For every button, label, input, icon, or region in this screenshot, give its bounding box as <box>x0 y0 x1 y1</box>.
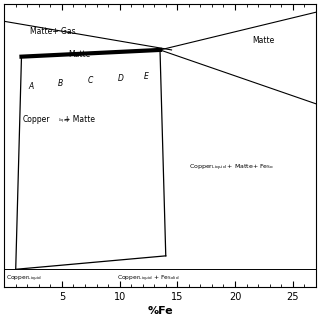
Text: B: B <box>58 79 63 88</box>
Text: Copper$_{\mathregular{Liquid}}$ + Matte+ Fe$_{\mathregular{So}}$: Copper$_{\mathregular{Liquid}}$ + Matte+… <box>189 163 274 173</box>
Text: Matte: Matte <box>68 50 90 59</box>
Text: Matte+ Gas: Matte+ Gas <box>29 27 75 36</box>
Text: Copper$_{\mathregular{Liquid}}$ + Fe$_{\mathregular{Solid}}$: Copper$_{\mathregular{Liquid}}$ + Fe$_{\… <box>117 274 180 284</box>
Text: $_{\mathregular{Liquid}}$: $_{\mathregular{Liquid}}$ <box>58 116 70 125</box>
Text: Matte: Matte <box>252 36 275 45</box>
Text: Copper$_{\mathregular{Liquid}}$: Copper$_{\mathregular{Liquid}}$ <box>6 274 43 284</box>
Text: A: A <box>28 82 33 91</box>
Text: D: D <box>118 74 124 83</box>
Text: Copper: Copper <box>23 116 50 124</box>
Text: + Matte: + Matte <box>64 116 95 124</box>
X-axis label: %Fe: %Fe <box>147 306 173 316</box>
Text: C: C <box>88 76 93 85</box>
Text: E: E <box>144 72 148 81</box>
